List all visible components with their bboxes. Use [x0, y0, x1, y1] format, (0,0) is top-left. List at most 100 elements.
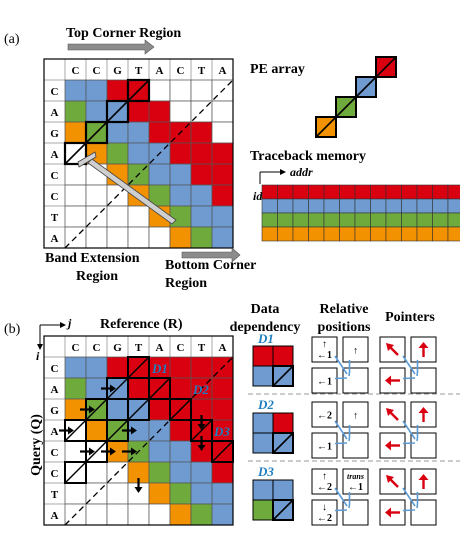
blue-connector	[334, 487, 348, 507]
grid-cell	[211, 205, 234, 228]
grid-cell	[64, 121, 87, 144]
grid-cell	[85, 461, 108, 484]
grid-cell	[148, 461, 171, 484]
ref-letter: C	[72, 65, 80, 77]
grid-cell	[106, 503, 129, 526]
query-letter: A	[51, 233, 59, 245]
pe-cell	[127, 356, 150, 379]
memory-cell	[261, 184, 278, 200]
memory-cell	[292, 184, 309, 200]
pe-cell	[211, 440, 234, 463]
grid-cell	[85, 356, 108, 379]
memory-cell	[401, 184, 418, 200]
diag-pointer-head	[386, 343, 394, 351]
pointer-box	[410, 499, 437, 526]
grid-cell	[148, 503, 171, 526]
relpos-box	[311, 336, 338, 363]
relpos-value: ←2	[317, 411, 332, 422]
bottom-corner-arrow	[181, 247, 241, 263]
relpos-value: ←1	[348, 482, 363, 493]
grid-cell	[169, 184, 192, 207]
panel-b-label: (b)	[4, 322, 21, 337]
pointer-box	[410, 468, 437, 495]
grid-cell	[127, 100, 150, 123]
memory-cell	[447, 226, 460, 242]
query-letter: A	[51, 149, 59, 161]
grid-cell	[127, 142, 150, 165]
ref-letter: A	[156, 342, 164, 354]
pe-wavefront-diag	[85, 121, 108, 144]
query-letter: C	[51, 363, 59, 375]
relpos-value: ↑	[353, 411, 358, 422]
relpos-value: ↑	[322, 339, 327, 350]
pe-cell-diag	[169, 398, 192, 421]
memory-cell	[416, 198, 433, 214]
grid-cell	[127, 226, 150, 249]
grid-cell	[106, 398, 129, 421]
grid-cell	[190, 226, 213, 249]
top-corner-title: Top Corner Region	[66, 26, 181, 41]
grid-cell	[85, 503, 108, 526]
right-arrowhead	[110, 447, 116, 456]
ref-letter: A	[156, 65, 164, 77]
down-arrowhead	[197, 424, 206, 430]
grid-cell	[106, 121, 129, 144]
memory-cell	[401, 226, 418, 242]
relpos-value: ↑	[322, 471, 327, 482]
bottom-corner-title-2: Region	[165, 276, 207, 291]
memory-cell	[277, 212, 294, 228]
grid-cell	[148, 100, 171, 123]
j-label: j	[66, 316, 72, 330]
memory-cell	[416, 184, 433, 200]
right-arrowhead	[131, 447, 137, 456]
memory-cell	[416, 212, 433, 228]
ref-letter: T	[198, 342, 206, 354]
memory-cell	[447, 212, 460, 228]
top-corner-arrow	[67, 39, 155, 55]
blue-connector	[334, 420, 348, 440]
ref-letter: T	[135, 65, 143, 77]
grid-cell	[190, 79, 213, 102]
pe-wavefront-cell	[126, 78, 151, 103]
pe-cell-diag	[127, 398, 150, 421]
grid-cell	[169, 503, 192, 526]
relpos-box	[342, 432, 369, 459]
grid-cell	[127, 503, 150, 526]
grid-cell	[190, 503, 213, 526]
grid-cell	[169, 482, 192, 505]
ref-letter: C	[93, 342, 101, 354]
pointer-head	[77, 151, 97, 168]
addr-label: addr	[290, 165, 313, 179]
grid-cell	[169, 100, 192, 123]
right-arrowhead	[89, 405, 95, 414]
grid-cell	[190, 163, 213, 186]
blue-connector	[402, 509, 416, 512]
relpos-box	[311, 468, 338, 495]
pe-wavefront-cell	[105, 99, 130, 124]
addr-axis	[259, 169, 286, 184]
grid-cell	[148, 79, 171, 102]
blue-connector	[334, 355, 348, 375]
grid-cell	[190, 461, 213, 484]
memory-cell	[277, 184, 294, 200]
band-extension-title-1: Band Extension	[45, 251, 140, 266]
grid-cell	[211, 482, 234, 505]
ref-letter: C	[72, 342, 80, 354]
relpos-box	[311, 432, 338, 459]
pe-cell-diag	[190, 419, 213, 442]
grid-border	[43, 335, 234, 526]
pe-cell-diag	[148, 377, 171, 400]
memory-cell	[261, 226, 278, 242]
pe-cell-diag	[127, 356, 150, 379]
grid-cell	[190, 121, 213, 144]
left-pointer-head	[385, 375, 391, 386]
blue-connector	[348, 492, 351, 509]
relpos-box	[311, 367, 338, 394]
memory-cell	[339, 212, 356, 228]
grid-cell	[190, 482, 213, 505]
memory-cell	[354, 212, 371, 228]
blue-connector	[416, 360, 419, 377]
d2-label: D2	[257, 397, 274, 412]
